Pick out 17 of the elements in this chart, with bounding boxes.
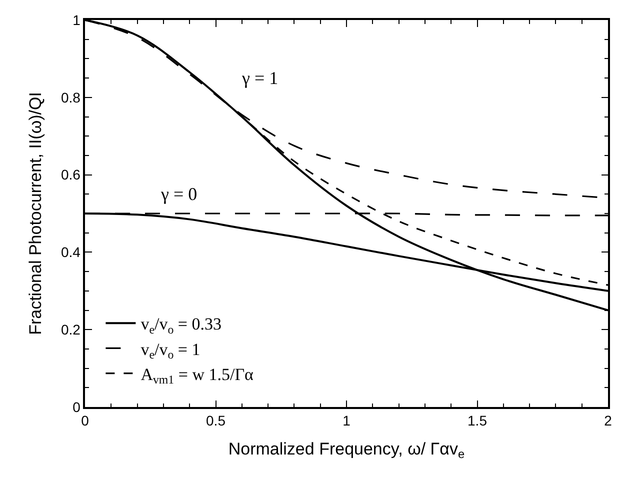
x-tick-label: 1 [342, 412, 351, 429]
y-tick-label: 1 [72, 12, 81, 28]
legend-label: v$_{e}$/v$_{o}$ = 1 [140, 340, 200, 362]
annotation: γ = 1 [241, 68, 278, 88]
y-tick-label: 0.8 [60, 89, 81, 106]
x-tick-label: 1.5 [468, 412, 488, 429]
legend-label: A$_{vm1}$ = w 1.5/Γα [140, 364, 254, 386]
y-tick-label: 0 [72, 398, 81, 415]
y-tick-label: 0.4 [60, 244, 81, 260]
x-tick-label: 2 [604, 412, 612, 429]
y-tick-label: 0.2 [60, 322, 81, 338]
x-tick-label: 0.5 [206, 412, 226, 429]
y-tick-label: 0.6 [60, 166, 81, 183]
y-axis-title: Fractional Photocurrent, II(ω)/QI [26, 92, 46, 335]
legend-label: v$_{e}$/v$_{o}$ = 0.33 [140, 314, 222, 336]
annotation: γ = 0 [160, 184, 198, 204]
x-axis-title: Normalized Frequency, ω/ Γαv$_{e}$ [228, 439, 465, 462]
